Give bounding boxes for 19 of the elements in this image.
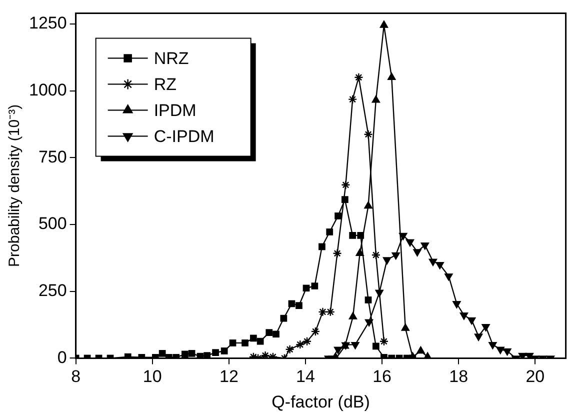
y-axis-title: Probability density (10⁻³)	[6, 104, 24, 267]
legend-label: RZ	[154, 74, 176, 94]
x-tick-label: 12	[219, 367, 238, 386]
y-tick-label: 1250	[28, 14, 67, 33]
legend-label: C-IPDM	[154, 126, 214, 146]
x-tick-label: 20	[526, 367, 545, 386]
y-tick-label: 0	[57, 348, 67, 367]
legend-label: IPDM	[154, 100, 196, 120]
y-tick-label: 750	[38, 147, 67, 166]
y-tick-label: 250	[38, 281, 67, 300]
x-tick-label: 16	[372, 367, 392, 386]
x-tick-label: 8	[71, 367, 81, 386]
x-axis-title: Q-factor (dB)	[272, 392, 370, 412]
legend-label: NRZ	[154, 48, 189, 68]
x-tick-label: 10	[142, 367, 162, 386]
x-tick-label: 14	[296, 367, 315, 386]
y-tick-label: 500	[38, 214, 67, 234]
x-tick-label: 18	[449, 367, 468, 386]
y-tick-label: 1000	[28, 80, 67, 100]
